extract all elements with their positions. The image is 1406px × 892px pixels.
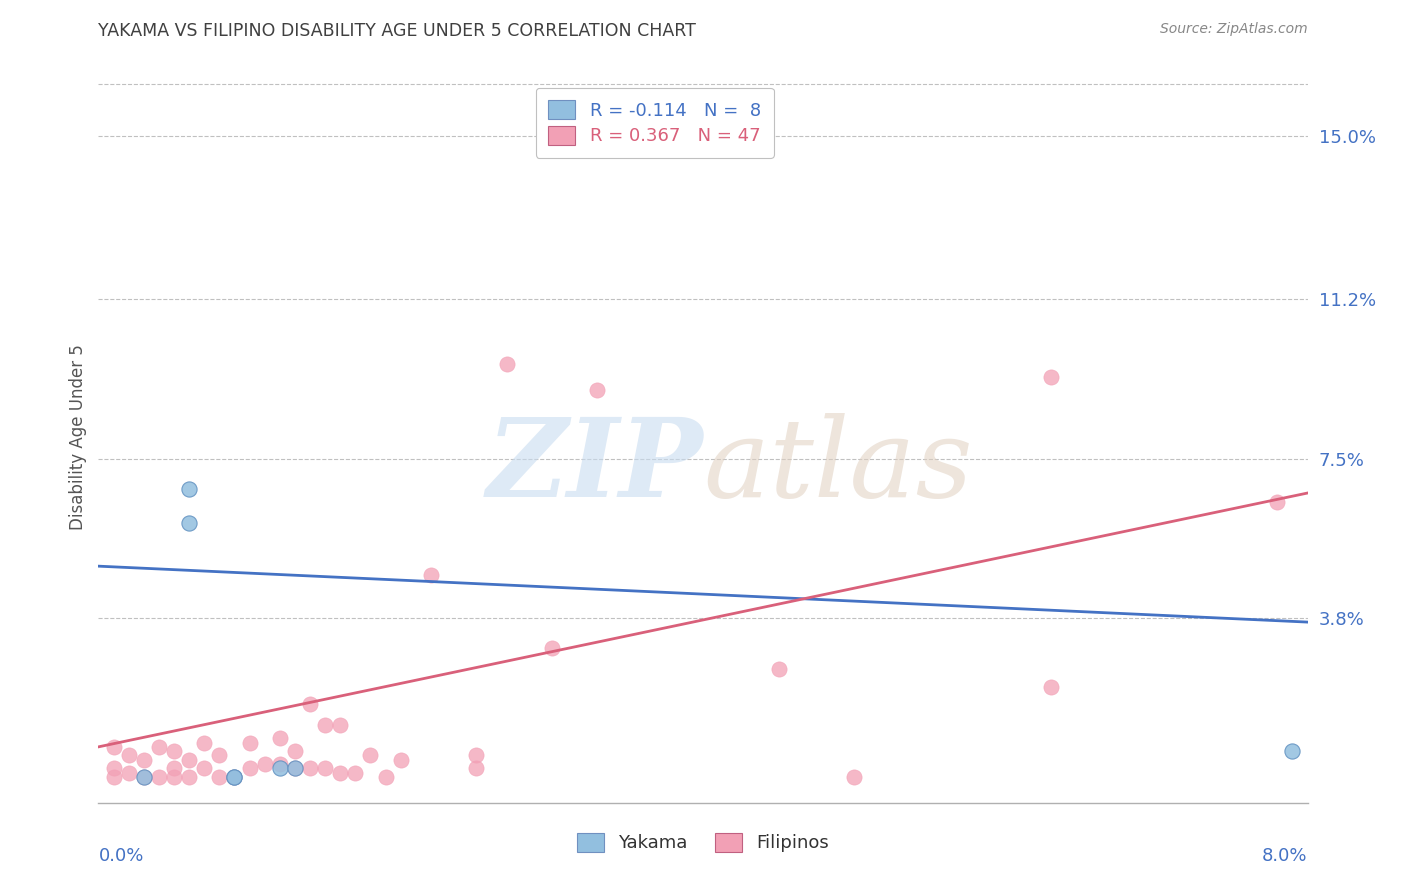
Text: Source: ZipAtlas.com: Source: ZipAtlas.com [1160, 22, 1308, 37]
Point [420, 567, 443, 582]
Text: YAKAMA VS FILIPINO DISABILITY AGE UNDER 5 CORRELATION CHART: YAKAMA VS FILIPINO DISABILITY AGE UNDER … [98, 22, 696, 40]
Point [239, 735, 262, 749]
Point [465, 748, 488, 763]
Point [541, 640, 564, 655]
Point [148, 770, 170, 784]
Legend: Yakama, Filipinos: Yakama, Filipinos [569, 826, 837, 860]
Point [269, 761, 291, 775]
Point [374, 770, 396, 784]
Point [284, 761, 307, 775]
Point [179, 753, 201, 767]
Point [179, 516, 201, 530]
Point [179, 770, 201, 784]
Point [163, 744, 186, 758]
Point [1039, 680, 1062, 694]
Point [163, 761, 186, 775]
Point [148, 739, 170, 754]
Y-axis label: Disability Age Under 5: Disability Age Under 5 [69, 344, 87, 530]
Point [344, 765, 367, 780]
Point [208, 770, 231, 784]
Point [284, 744, 307, 758]
Point [118, 765, 141, 780]
Point [465, 761, 488, 775]
Point [1039, 369, 1062, 384]
Point [239, 761, 262, 775]
Point [389, 753, 412, 767]
Point [163, 770, 186, 784]
Point [269, 731, 291, 746]
Point [768, 662, 790, 676]
Point [132, 770, 155, 784]
Point [329, 765, 352, 780]
Point [299, 761, 322, 775]
Point [253, 757, 276, 772]
Text: 0.0%: 0.0% [98, 847, 143, 864]
Point [495, 357, 517, 371]
Point [224, 770, 246, 784]
Point [224, 770, 246, 784]
Point [844, 770, 866, 784]
Point [284, 761, 307, 775]
Point [103, 770, 125, 784]
Point [103, 739, 125, 754]
Point [299, 697, 322, 711]
Point [1281, 744, 1303, 758]
Point [193, 761, 215, 775]
Point [1267, 494, 1289, 508]
Point [360, 748, 382, 763]
Point [132, 753, 155, 767]
Point [314, 718, 336, 732]
Point [193, 735, 215, 749]
Point [269, 757, 291, 772]
Point [329, 718, 352, 732]
Point [118, 748, 141, 763]
Point [208, 748, 231, 763]
Point [103, 761, 125, 775]
Text: atlas: atlas [703, 413, 973, 520]
Text: ZIP: ZIP [486, 413, 703, 520]
Point [314, 761, 336, 775]
Point [224, 770, 246, 784]
Point [132, 770, 155, 784]
Text: 8.0%: 8.0% [1263, 847, 1308, 864]
Point [586, 383, 609, 397]
Point [179, 482, 201, 496]
